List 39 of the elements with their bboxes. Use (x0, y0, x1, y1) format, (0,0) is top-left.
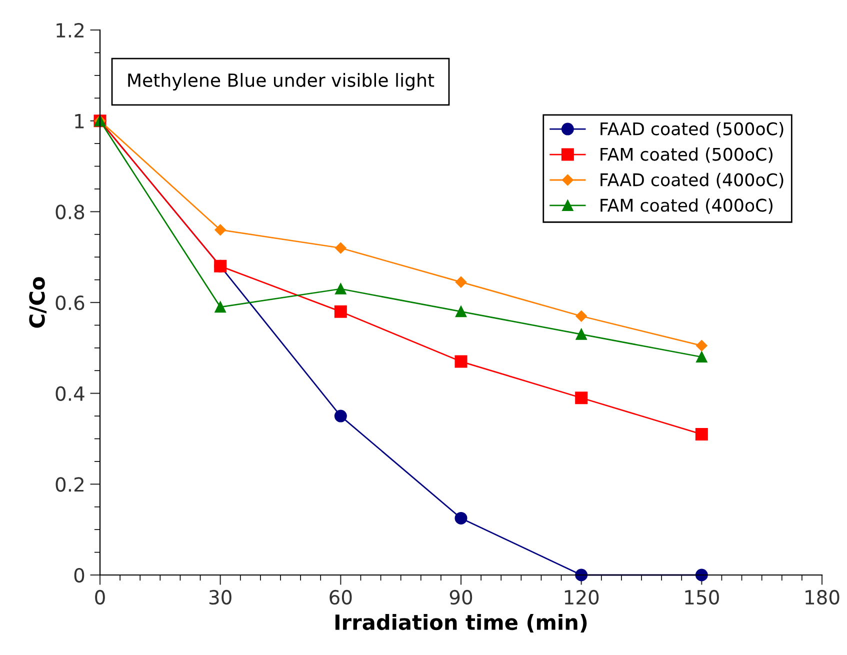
point (696, 351, 708, 363)
y-tick-label: 0.4 (56, 386, 84, 401)
x-tick-label: 150 (685, 590, 719, 605)
x-axis-title: Irradiation time (min) (335, 614, 587, 633)
legend-label: FAAD coated (400oC) (600, 172, 784, 188)
point (334, 410, 347, 422)
text: Methylene Blue under visible light (128, 73, 434, 91)
legend-label: FAM coated (500oC) (600, 147, 772, 163)
legend-label: FAAD coated (500oC) (600, 122, 784, 138)
point (696, 340, 708, 352)
y-tick-label: 1.2 (56, 22, 84, 38)
point (575, 568, 588, 582)
x-tick-label: 30 (209, 590, 232, 605)
y-tick-label: 0.2 (56, 477, 84, 492)
y-axis-title: C/Co (29, 277, 47, 328)
point (575, 392, 588, 404)
point (335, 283, 346, 294)
point (695, 428, 708, 440)
y-tick-label: 0.8 (56, 204, 84, 220)
x-tick-label: 90 (450, 590, 472, 605)
x-tick-label: 60 (330, 590, 352, 605)
point (214, 301, 226, 313)
point (455, 276, 467, 288)
x-tick-label: 0 (95, 590, 105, 605)
point (695, 568, 708, 582)
x-tick-label: 180 (806, 590, 840, 605)
y-tick-label: 0.6 (56, 295, 84, 310)
point (334, 305, 347, 318)
legend-label: FAM coated (400oC) (600, 198, 772, 214)
point (335, 242, 346, 254)
point (576, 310, 587, 322)
point (214, 224, 226, 236)
x-tick-label: 120 (564, 590, 599, 605)
point (455, 306, 467, 318)
point (454, 512, 468, 524)
y-tick-label: 0 (74, 568, 84, 583)
point (576, 328, 587, 340)
y-tick-label: 1 (75, 114, 84, 128)
point (454, 355, 468, 368)
